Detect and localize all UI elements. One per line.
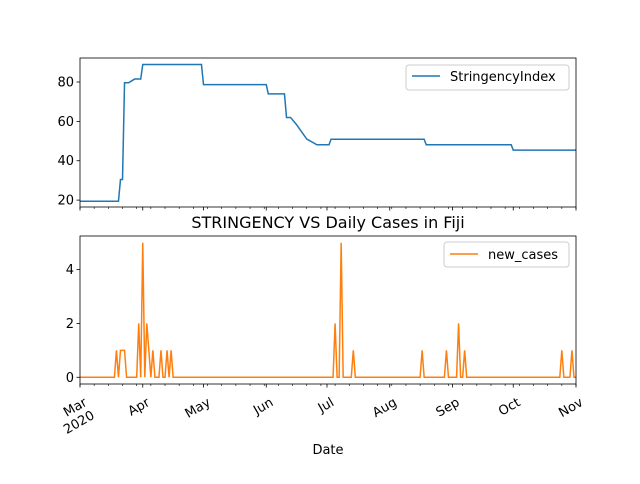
- stringency-axes: 20 40 60 80 StringencyIndex: [57, 57, 577, 211]
- new-cases-ytick-label: 2: [66, 317, 74, 332]
- new-cases-line: [80, 242, 576, 379]
- new-cases-xtick-label-line: Jul: [315, 395, 337, 416]
- stringency-index-line: [80, 63, 576, 203]
- new-cases-legend-label: new_cases: [488, 248, 558, 263]
- new-cases-ytick-label: 0: [66, 371, 74, 386]
- new-cases-legend-box: [443, 241, 570, 268]
- stringency-legend-box: [405, 64, 570, 91]
- stringency-ytick-label: 60: [57, 115, 74, 130]
- new-cases-xtick-label: Jul: [315, 395, 337, 416]
- stringency-legend-label: StringencyIndex: [450, 70, 556, 85]
- stringency-axes-frame: [79, 57, 577, 208]
- stringency-ytick-label: 20: [57, 194, 74, 209]
- chart-title: STRINGENCY VS Daily Cases in Fiji: [191, 213, 464, 232]
- new-cases-legend: new_cases: [443, 241, 570, 268]
- stringency-ytick-label: 80: [57, 76, 74, 91]
- x-axis-label: Date: [312, 443, 343, 458]
- stringency-legend: StringencyIndex: [405, 64, 570, 91]
- new-cases-axes-frame: [79, 235, 577, 385]
- stringency-ytick-label: 40: [57, 154, 74, 169]
- new-cases-ytick-label: 4: [66, 263, 74, 278]
